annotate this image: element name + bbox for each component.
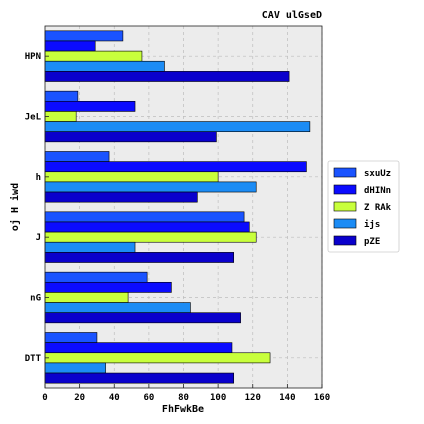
- bar: [44, 271, 148, 283]
- legend-label: ijs: [364, 219, 380, 230]
- legend-label: pZE: [364, 237, 380, 247]
- bar: [44, 332, 98, 343]
- legend-swatch: [333, 218, 357, 229]
- bar: [44, 342, 233, 354]
- bar: [44, 191, 198, 203]
- bar: [44, 100, 136, 112]
- bar: [44, 71, 290, 82]
- bar: [44, 60, 165, 72]
- x-tick-label: 160: [314, 393, 330, 403]
- x-tick-label: 80: [178, 393, 189, 403]
- bar: [44, 362, 106, 374]
- legend-label: Z RAk: [364, 203, 392, 213]
- bar: [44, 151, 110, 162]
- y-tick-label: DTT: [25, 354, 42, 364]
- x-tick-label: 140: [279, 393, 295, 403]
- bars-group: [44, 30, 311, 384]
- bar: [44, 302, 191, 314]
- x-tick-label: 0: [42, 393, 47, 403]
- y-axis-ticks: HPN JeL h JnG DTT: [25, 52, 49, 364]
- legend: sxuUz dHINn Z RAk ijs pZE: [327, 160, 400, 253]
- bar: [44, 171, 219, 183]
- bar: [44, 181, 257, 193]
- x-tick-label: 40: [109, 393, 120, 403]
- chart-title: CAV ulGseD: [262, 10, 322, 21]
- legend-label: dHINn: [364, 186, 391, 196]
- x-tick-label: 60: [143, 393, 154, 403]
- bar: [44, 111, 77, 122]
- y-tick-label: JeL: [25, 113, 42, 123]
- y-tick-label: J: [36, 233, 41, 243]
- bar: [44, 352, 271, 364]
- bar: [44, 161, 307, 173]
- legend-box: [327, 160, 400, 253]
- x-tick-label: 120: [245, 393, 261, 403]
- x-tick-label: 20: [74, 393, 85, 403]
- legend-swatch: [333, 167, 357, 178]
- legend-swatch: [333, 235, 357, 246]
- x-axis-ticks: 0 20 40 60 80 100 120 140 160: [42, 384, 330, 403]
- bar: [44, 372, 235, 384]
- legend-swatch: [333, 184, 357, 195]
- x-tick-label: 100: [210, 393, 226, 403]
- bar: [44, 30, 124, 42]
- bar: [44, 281, 172, 293]
- bar: [44, 211, 245, 223]
- bar: [44, 241, 136, 253]
- y-tick-label: HPN: [25, 52, 41, 62]
- bar: [44, 40, 96, 52]
- bar: [44, 50, 143, 62]
- y-tick-label: h: [36, 173, 41, 183]
- bar: [44, 292, 129, 303]
- y-tick-label: nG: [30, 294, 41, 304]
- bar: [44, 121, 311, 133]
- bar: [44, 312, 241, 324]
- x-axis-label: FhFwkBe: [162, 404, 204, 415]
- bar: [44, 221, 250, 233]
- bar: [44, 90, 79, 102]
- bar: [44, 131, 217, 143]
- bar: [44, 252, 235, 263]
- y-axis-label: oj H iwd: [9, 183, 21, 231]
- legend-swatch: [333, 201, 357, 212]
- legend-label: sxuUz: [364, 169, 391, 179]
- bar: [44, 231, 257, 243]
